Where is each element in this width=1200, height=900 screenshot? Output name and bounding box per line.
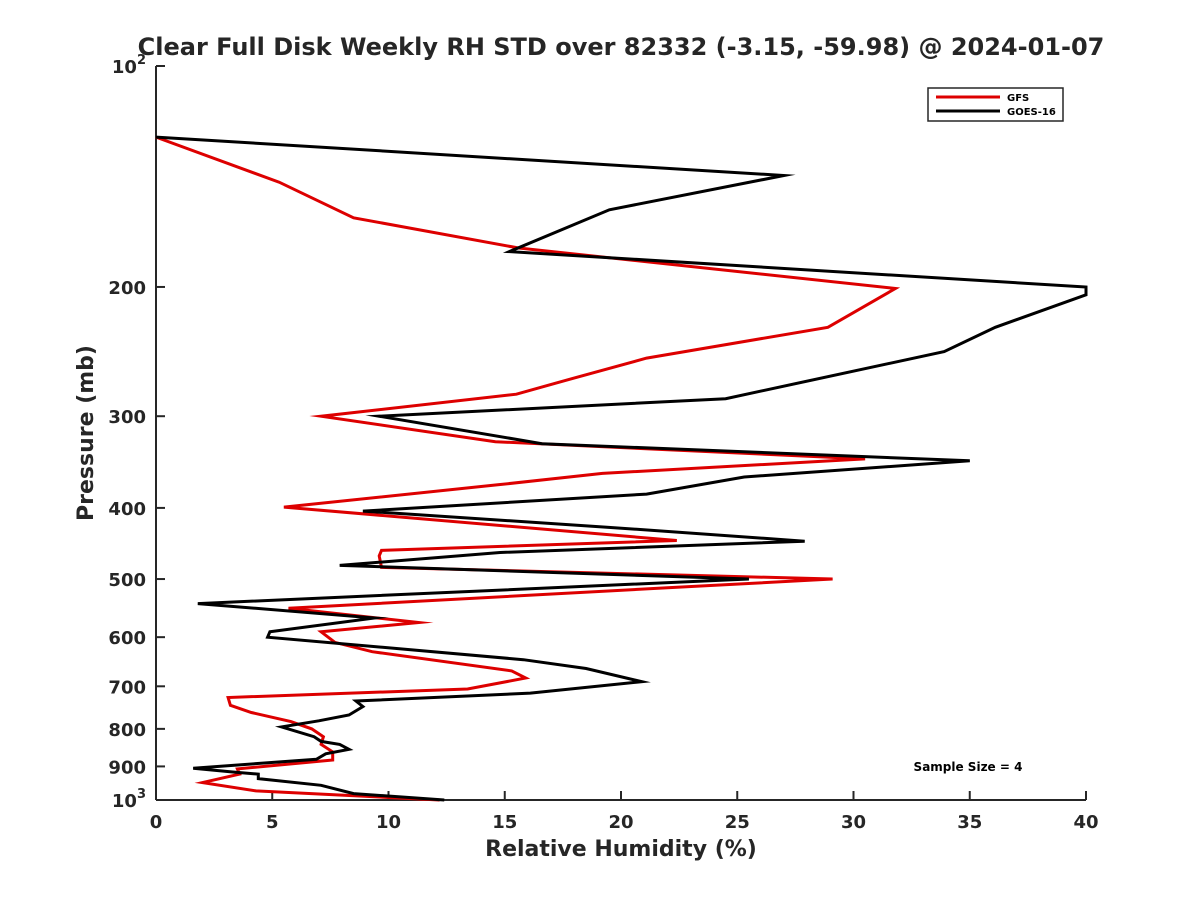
y-tick-label: 600 bbox=[108, 628, 146, 649]
x-tick-label: 15 bbox=[492, 812, 517, 833]
series-line-gfs bbox=[155, 135, 901, 802]
legend-box bbox=[927, 87, 1064, 122]
x-tick-label: 0 bbox=[150, 812, 163, 833]
series-layer bbox=[155, 135, 1088, 802]
legend[interactable]: GFS GOES-16 bbox=[927, 87, 1064, 122]
y-axis: 102 200 300 400 500 600 700 800 900 103 bbox=[108, 53, 165, 812]
x-tick-label: 10 bbox=[376, 812, 401, 833]
y-tick-label: 700 bbox=[108, 677, 146, 698]
y-tick-label: 300 bbox=[108, 407, 146, 428]
y-tick-label: 800 bbox=[108, 720, 146, 741]
legend-label-goes-16: GOES-16 bbox=[1007, 107, 1056, 118]
y-tick-label: 102 bbox=[112, 53, 146, 78]
x-tick-label: 30 bbox=[841, 812, 866, 833]
y-tick-label: 200 bbox=[108, 278, 146, 299]
x-tick-label: 20 bbox=[608, 812, 633, 833]
x-tick-label: 5 bbox=[266, 812, 279, 833]
y-tick-label: 400 bbox=[108, 499, 146, 520]
x-tick-label: 35 bbox=[957, 812, 982, 833]
x-tick-label: 40 bbox=[1073, 812, 1098, 833]
plot-area bbox=[156, 66, 1086, 800]
series-line-goes-16 bbox=[155, 135, 1088, 802]
sample-size-annotation: Sample Size = 4 bbox=[914, 760, 1023, 774]
y-tick-label: 900 bbox=[108, 757, 146, 778]
plot-background bbox=[156, 66, 1086, 800]
x-axis: 0 5 10 15 20 25 30 35 40 bbox=[150, 791, 1099, 833]
y-axis-label: Pressure (mb) bbox=[74, 345, 99, 521]
y-tick-label: 500 bbox=[108, 570, 146, 591]
legend-label-gfs: GFS bbox=[1007, 93, 1029, 104]
x-tick-label: 25 bbox=[725, 812, 750, 833]
y-tick-label: 103 bbox=[112, 787, 146, 812]
x-axis-label: Relative Humidity (%) bbox=[485, 837, 757, 862]
chart-title: Clear Full Disk Weekly RH STD over 82332… bbox=[138, 33, 1105, 61]
